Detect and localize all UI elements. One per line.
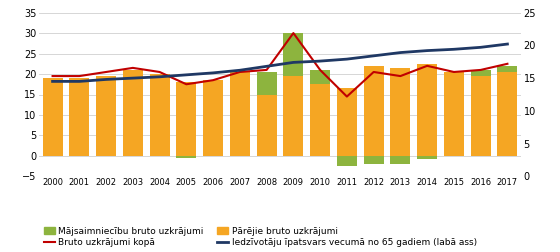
Bar bbox=[283, 33, 304, 76]
Legend: Mājsaimniecību bruto uzkrājumi, Bruto uzkrājumi kopā, Pārējie bruto uzkrājumi, I: Mājsaimniecību bruto uzkrājumi, Bruto uz… bbox=[44, 227, 477, 247]
Bar bbox=[363, 66, 384, 156]
Bar bbox=[203, 80, 223, 156]
Bar bbox=[96, 76, 116, 156]
Bar bbox=[43, 78, 63, 156]
Bar bbox=[176, 82, 197, 156]
Bar bbox=[310, 84, 330, 156]
Bar bbox=[390, 68, 410, 156]
Bar bbox=[363, 156, 384, 164]
Bar bbox=[256, 94, 277, 156]
Bar bbox=[417, 64, 437, 156]
Bar bbox=[390, 156, 410, 164]
Bar bbox=[337, 156, 357, 166]
Bar bbox=[497, 66, 517, 72]
Bar bbox=[497, 72, 517, 156]
Bar bbox=[69, 78, 90, 156]
Bar bbox=[283, 76, 304, 156]
Bar bbox=[444, 72, 464, 156]
Bar bbox=[470, 70, 491, 76]
Bar bbox=[417, 156, 437, 159]
Bar bbox=[310, 70, 330, 84]
Bar bbox=[176, 156, 197, 158]
Bar bbox=[123, 70, 143, 156]
Bar bbox=[337, 88, 357, 156]
Bar bbox=[150, 74, 170, 156]
Bar bbox=[256, 72, 277, 94]
Bar bbox=[470, 76, 491, 156]
Bar bbox=[230, 72, 250, 156]
